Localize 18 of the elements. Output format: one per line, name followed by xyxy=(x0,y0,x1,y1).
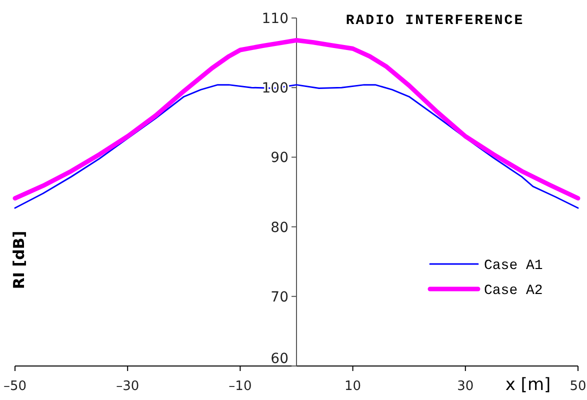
y-tick-label: 70 xyxy=(270,289,288,306)
chart-title: RADIO INTERFERENCE xyxy=(346,13,524,29)
y-tick-label: 110 xyxy=(262,11,288,27)
line-series xyxy=(12,38,580,201)
x-tick-label: –50 xyxy=(3,379,27,394)
y-tick-label: 80 xyxy=(270,220,288,236)
x-tick-label: 30 xyxy=(457,379,474,394)
y-axis-title: RI [dB] xyxy=(10,230,28,290)
y-tick-label: 60 xyxy=(270,351,288,367)
legend-label: Case A1 xyxy=(484,258,543,274)
x-tick-label: 50 xyxy=(570,379,586,394)
x-tick-label: –30 xyxy=(116,379,140,394)
legend-label: Case A2 xyxy=(484,283,543,299)
line-series xyxy=(14,84,579,209)
x-tick-label: 10 xyxy=(344,379,362,394)
y-tick-label: 90 xyxy=(270,150,288,166)
x-tick-label: –10 xyxy=(228,379,252,394)
x-axis-title: x [m] xyxy=(505,375,551,395)
